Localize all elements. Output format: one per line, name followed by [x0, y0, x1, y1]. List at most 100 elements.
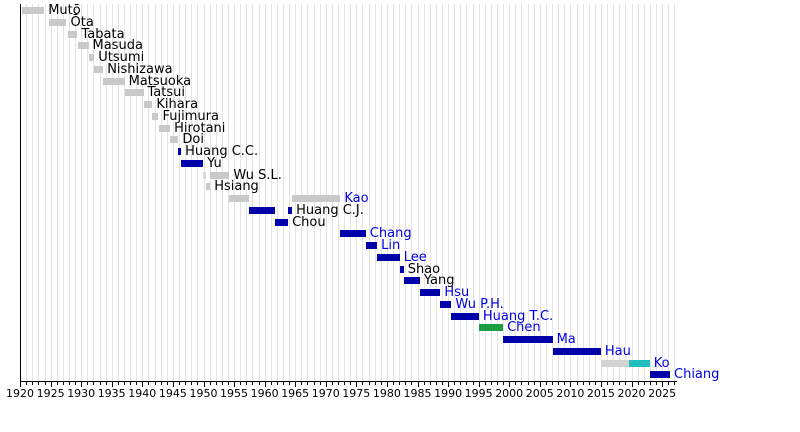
gridline-year-1927 [62, 4, 64, 381]
tenure-bar-chang [340, 230, 366, 238]
major-tick-2000 [509, 382, 511, 387]
minor-tick-2001 [515, 382, 517, 385]
row-label-kihara: Kihara [156, 97, 199, 112]
tenure-bar-tatsui [124, 89, 144, 97]
minor-tick-1958 [252, 382, 254, 385]
tenure-bar-masuda [77, 42, 89, 50]
major-tick-1950 [203, 382, 205, 387]
tenure-bar-huang-c-j [249, 206, 276, 214]
major-tick-1960 [264, 382, 266, 387]
gridline-year-1945 [172, 4, 174, 381]
gridline-year-1961 [270, 4, 272, 381]
gridline-year-1943 [160, 4, 162, 381]
gridline-year-1967 [307, 4, 309, 381]
gridline-year-1921 [26, 4, 28, 381]
gridline-year-2007 [552, 4, 553, 381]
gridline-year-1951 [209, 4, 211, 381]
tenure-bar-nishizawa [94, 65, 104, 73]
gridline-year-1998 [497, 4, 498, 381]
row-label-huang-c-j: Huang C.J. [296, 202, 364, 218]
minor-tick-2023 [649, 382, 651, 385]
tenure-bar-kao-2 [292, 195, 341, 202]
gridline-year-1935 [111, 4, 113, 381]
minor-tick-1992 [460, 382, 462, 385]
gridline-year-2008 [558, 4, 560, 381]
gridline-year-1977 [368, 4, 370, 381]
major-tick-1975 [356, 382, 358, 387]
row-label-tatsui: Tatsui [147, 85, 185, 101]
gridline-year-1939 [136, 4, 138, 381]
gridline-year-1979 [380, 4, 382, 381]
gridline-year-2023 [649, 4, 651, 381]
minor-tick-1922 [32, 382, 34, 385]
gridline-year-1976 [362, 4, 364, 381]
minor-tick-2018 [619, 382, 621, 385]
y-axis-line [20, 4, 21, 381]
gridline-year-2015 [600, 4, 602, 381]
minor-tick-1984 [411, 382, 413, 385]
gridline-year-1928 [68, 4, 70, 381]
gridline-year-1966 [301, 4, 303, 381]
x-tick-label-1945: 1945 [158, 387, 187, 400]
major-tick-1920 [20, 382, 21, 387]
gridline-year-1949 [197, 4, 199, 381]
tenure-bar-wu-s-l [203, 171, 206, 179]
x-tick-label-1950: 1950 [189, 387, 218, 400]
minor-tick-1998 [497, 382, 498, 385]
minor-tick-1973 [344, 382, 346, 385]
x-tick-label-1995: 1995 [464, 387, 493, 400]
gridline-year-1952 [215, 4, 217, 381]
minor-tick-1949 [197, 382, 199, 385]
tenure-bar-yu [181, 159, 204, 167]
major-tick-1970 [325, 382, 327, 387]
major-tick-2005 [539, 382, 541, 387]
gridline-year-1954 [227, 4, 229, 381]
row-label-utsumi: Utsumi [98, 50, 145, 65]
row-label-masuda: Masuda [92, 38, 143, 54]
x-tick-label-2015: 2015 [586, 387, 615, 400]
row-label-hirotani: Hirotani [174, 120, 226, 136]
minor-tick-1987 [429, 382, 431, 385]
gridline-year-1936 [117, 4, 119, 381]
major-tick-1955 [234, 382, 235, 387]
minor-tick-1937 [124, 382, 125, 385]
tenure-bar-huang-c-j-2 [288, 206, 293, 214]
gridline-year-1996 [484, 4, 486, 381]
gridline-year-1991 [454, 4, 456, 381]
gridline-year-1983 [405, 4, 407, 381]
gridline-year-1992 [460, 4, 462, 381]
tenure-bar-ko [600, 359, 629, 367]
gridline-year-1964 [289, 4, 291, 381]
gridline-year-1924 [44, 4, 46, 381]
minor-tick-1957 [246, 382, 248, 385]
minor-tick-1968 [313, 382, 315, 385]
tenure-bar-tabata [68, 30, 78, 38]
major-tick-1930 [81, 382, 83, 387]
gridline-year-1929 [75, 4, 76, 381]
gridline-year-1997 [490, 4, 492, 381]
minor-tick-2008 [558, 382, 560, 385]
gridline-year-2021 [637, 4, 639, 381]
gridline-year-1962 [276, 4, 278, 381]
gridline-year-1947 [185, 4, 187, 381]
minor-tick-1961 [270, 382, 272, 385]
minor-tick-1988 [435, 382, 437, 385]
gridline-year-1946 [179, 4, 180, 381]
minor-tick-1927 [62, 382, 64, 385]
gridline-year-1980 [386, 4, 388, 381]
minor-tick-1923 [38, 382, 40, 385]
gridline-year-1986 [423, 4, 425, 381]
minor-tick-1926 [56, 382, 58, 385]
row-label-hsu: Hsu [444, 285, 470, 300]
tenure-bar-hsiang [205, 183, 211, 191]
x-tick-label-2020: 2020 [617, 387, 646, 400]
gridline-year-1969 [319, 4, 321, 381]
gridline-year-1982 [399, 4, 401, 381]
gridline-year-1930 [81, 4, 83, 381]
minor-tick-2004 [533, 382, 535, 385]
tenure-bar-shao [399, 265, 404, 273]
row-label-chang: Chang [369, 226, 412, 242]
row-label-ko: Ko [653, 355, 670, 371]
minor-tick-1999 [503, 382, 505, 385]
major-tick-1935 [111, 382, 113, 387]
